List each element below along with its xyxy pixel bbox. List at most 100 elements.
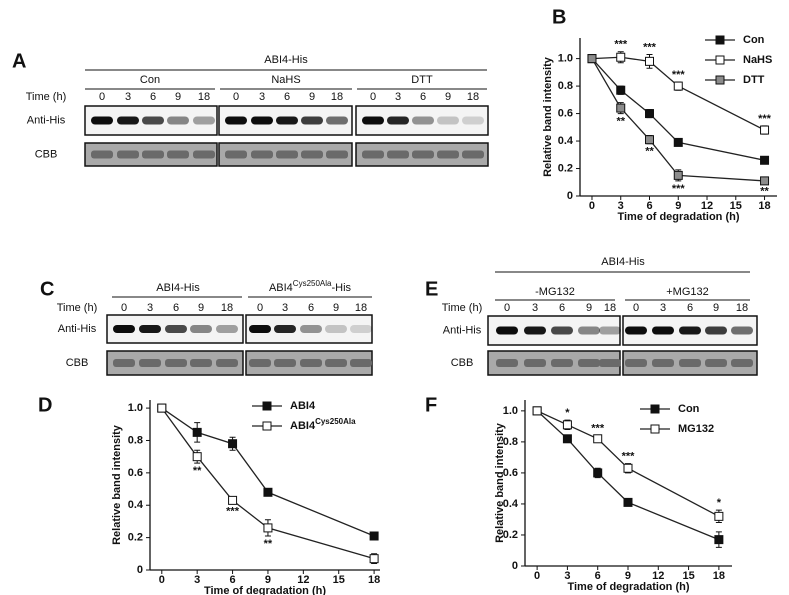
significance: ** [645,146,654,158]
legend-name: MG132 [678,423,714,435]
time-label: 3 [660,302,666,314]
data-point [587,54,597,64]
data-point [192,452,202,462]
time-label: 9 [713,302,719,314]
data-point [623,463,633,473]
row-label: CBB [451,357,474,369]
x-tick-label: 9 [675,200,681,212]
band [625,359,647,367]
data-point [369,531,379,541]
time-label: 0 [633,302,639,314]
band [167,116,189,125]
data-point [673,170,683,180]
data-point [645,135,655,145]
legend-label: ABI4 [290,400,316,412]
legend-name: Con [678,403,700,415]
time-label: 9 [445,91,451,103]
blot-title: ABI4-His [264,54,308,66]
blot-title: ABI4-His [601,256,645,268]
group-label: ABI4-His [156,282,200,294]
band [350,325,372,333]
x-axis-label: Time of degradation (h) [567,581,689,593]
band [496,359,518,367]
data-point [562,434,572,444]
band [117,150,139,159]
time-label: 6 [284,91,290,103]
row-label: CBB [35,148,58,160]
band [301,116,323,125]
band [412,116,434,125]
x-tick-label: 6 [595,570,601,582]
x-tick-label: 12 [297,574,309,586]
band [437,150,459,159]
band [412,150,434,159]
time-label: 0 [370,91,376,103]
y-tick-label: 0.4 [128,499,144,511]
data-point [228,495,238,505]
time-label: 6 [150,91,156,103]
legend-label: MG132 [678,423,714,435]
group-label-part: ABI4 [269,282,293,294]
significance: *** [226,506,240,518]
y-tick-label: 0 [512,560,518,572]
significance: ** [616,115,625,127]
band [190,325,212,333]
row-label: Anti-His [443,324,482,336]
time-label: 9 [198,302,204,314]
time-label: 9 [586,302,592,314]
data-point [263,523,273,533]
time-label: 18 [467,91,479,103]
time-label: 6 [308,302,314,314]
data-point [157,403,167,413]
band [578,326,600,335]
legend-marker [715,55,725,65]
x-tick-label: 15 [333,574,345,586]
y-axis-label: Relative band intensity [542,56,554,177]
x-tick-label: 15 [682,570,694,582]
y-tick-label: 0.8 [503,436,518,448]
data-point [714,535,724,545]
data-point [760,176,770,186]
band [731,326,753,335]
group-label-part: -His [331,282,351,294]
x-tick-label: 9 [265,574,271,586]
band [705,359,727,367]
band [326,116,348,125]
band [91,150,113,159]
band [190,359,212,367]
band [325,325,347,333]
x-axis-label: Time of degradation (h) [617,211,739,223]
legend-label: Con [743,34,765,46]
time-label: 18 [355,302,367,314]
x-tick-label: 18 [758,200,770,212]
time-label: 18 [221,302,233,314]
band [274,325,296,333]
band [524,359,546,367]
legend-marker [715,35,725,45]
x-tick-label: 12 [652,570,664,582]
x-tick-label: 6 [646,200,652,212]
significance: ** [193,465,202,477]
band [300,325,322,333]
y-tick-label: 0.6 [128,467,143,479]
y-tick-label: 0.8 [558,80,573,92]
significance: *** [643,41,657,53]
legend-label: NaHS [743,54,772,66]
time-label: 18 [198,91,210,103]
band [731,359,753,367]
data-point [369,554,379,564]
band [276,150,298,159]
row-label: Time (h) [57,302,98,314]
data-point [562,420,572,430]
x-tick-label: 12 [701,200,713,212]
band [326,150,348,159]
band [142,116,164,125]
band [524,326,546,335]
band [225,150,247,159]
time-label: 0 [257,302,263,314]
time-label: 0 [121,302,127,314]
time-label: 9 [333,302,339,314]
group-label: ABI4Cys250Ala-His [269,279,352,294]
band [139,359,161,367]
time-label: 3 [395,91,401,103]
